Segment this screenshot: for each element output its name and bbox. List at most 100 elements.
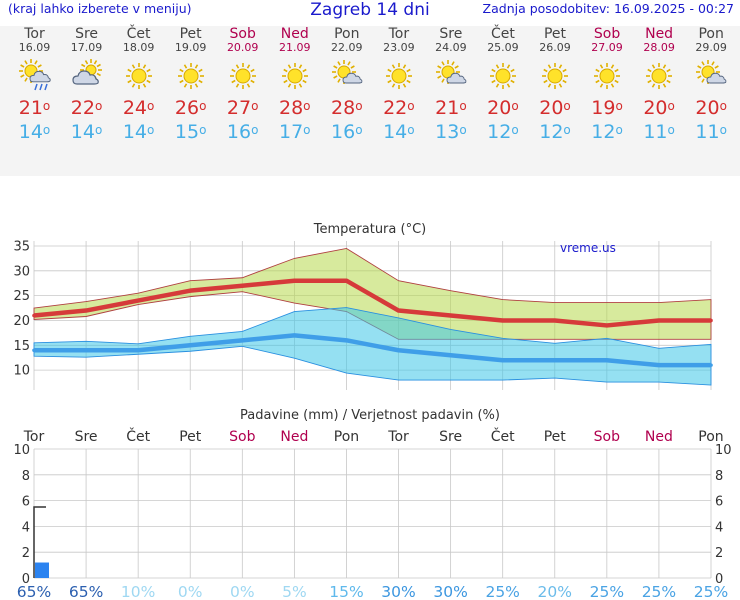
sun-icon	[217, 58, 269, 94]
max-temperature: 21o	[18, 97, 51, 119]
x-tick-label: Pet	[544, 429, 567, 445]
sun-cloud-icon	[425, 58, 477, 94]
day-date: 16.09	[18, 41, 51, 54]
x-tick-label: Sob	[594, 429, 620, 445]
x-tick-label: Tor	[387, 429, 409, 445]
y-tick-label: 6	[22, 495, 30, 510]
min-temperature: 16o	[226, 121, 259, 143]
min-temperature-line-point	[344, 338, 349, 343]
precipitation-probability-label: 0%	[178, 583, 203, 600]
max-temperature-line-point	[396, 308, 401, 313]
min-temperature-line-point	[32, 348, 36, 353]
precipitation-bar	[35, 562, 49, 578]
y-tick-label: 8	[22, 469, 30, 484]
min-temperature-line-point	[709, 363, 713, 367]
day-forecast-11: Sob 27.09 19o 12o	[581, 26, 633, 144]
max-temperature: 24o	[122, 97, 155, 119]
day-forecast-10: Pet 26.09 20o 12o	[529, 26, 581, 144]
day-date: 28.09	[643, 41, 675, 54]
max-temperature-line-point	[32, 313, 36, 318]
day-date: 25.09	[487, 41, 519, 54]
temperature-chart-title: Temperatura (°C)	[313, 222, 426, 237]
min-temperature-line-point	[136, 348, 140, 353]
x-tick-label: Sre	[439, 429, 462, 445]
x-tick-label: Tor	[23, 429, 45, 445]
sun-cloud-icon	[321, 58, 373, 94]
precipitation-probability-label: 20%	[538, 583, 572, 600]
precipitation-probability-label: 25%	[590, 583, 624, 600]
min-temperature-line-point	[188, 343, 193, 348]
day-forecast-6: Pon 22.09 28o 16o	[321, 26, 373, 144]
sun-icon	[633, 58, 685, 94]
x-tick-label: Sob	[229, 429, 255, 445]
max-temperature-line-point	[709, 318, 713, 323]
cloud-sun-icon	[61, 58, 113, 94]
y-tick-label: 15	[13, 339, 30, 354]
max-temperature: 21o	[435, 97, 467, 119]
max-temperature-line-point	[500, 318, 505, 323]
min-temperature: 14o	[18, 121, 51, 143]
sun-icon	[113, 58, 165, 94]
day-name: Čet	[126, 26, 151, 42]
max-temperature-line-point	[240, 283, 245, 288]
day-forecast-1: Sre 17.09 22o 14o	[61, 26, 113, 144]
precipitation-chart-title: Padavine (mm) / Verjetnost padavin (%)	[240, 408, 500, 423]
day-name: Čet	[490, 26, 515, 42]
max-temperature: 20o	[695, 97, 727, 119]
y-tick-label-right: 0	[715, 572, 723, 587]
max-temperature: 27o	[226, 97, 259, 119]
day-date: 21.09	[279, 41, 311, 54]
x-tick-label: Pet	[179, 429, 202, 445]
min-temperature-line	[34, 333, 711, 368]
precipitation-chart: Padavine (mm) / Verjetnost padavin (%) To…	[13, 408, 731, 600]
max-temperature-line-point	[344, 278, 349, 283]
day-forecast-3: Pet 19.09 26o 15o	[165, 26, 217, 144]
y-tick-label: 35	[13, 239, 30, 254]
day-name: Sob	[229, 26, 256, 42]
min-temperature-line-point	[500, 358, 505, 363]
day-name: Pet	[543, 26, 567, 42]
precipitation-probability-label: 25%	[485, 583, 519, 600]
y-tick-label: 4	[22, 520, 30, 535]
y-tick-label: 10	[13, 364, 30, 379]
max-temperature: 20o	[539, 97, 571, 119]
max-temperature-line-point	[292, 278, 297, 283]
day-forecast-13: Pon 29.09 20o 11o	[685, 26, 737, 144]
min-temperature: 12o	[539, 121, 571, 143]
max-temperature: 28o	[331, 97, 363, 119]
min-temperature: 14o	[70, 121, 103, 143]
min-temperature: 15o	[174, 121, 207, 143]
precipitation-probability-label: 65%	[69, 583, 103, 600]
min-temperature-line-point	[552, 358, 557, 363]
forecast-strip: Tor 16.09 21o 14o Sre 17.09 22o 14o Čet 18.09 24…	[0, 26, 740, 176]
max-temperature-line-point	[136, 298, 140, 303]
min-temperature-line-point	[605, 358, 609, 363]
precipitation-probability-label: 25%	[694, 583, 728, 600]
min-temperature-line-point	[657, 363, 661, 367]
day-name: Ned	[645, 26, 674, 42]
precipitation-max-marker	[33, 506, 46, 578]
day-name: Pet	[179, 26, 202, 42]
x-tick-label: Ned	[645, 429, 673, 445]
min-temperature: 11o	[695, 121, 727, 143]
min-temperature-line-point	[240, 338, 245, 343]
day-name: Pon	[698, 26, 724, 42]
day-forecast-9: Čet 25.09 20o 12o	[477, 26, 529, 144]
day-name: Ned	[280, 26, 309, 42]
y-tick-label-right: 2	[715, 546, 723, 561]
max-temperature-line-point	[84, 308, 88, 313]
day-date: 19.09	[174, 41, 207, 54]
max-temperature-line-point	[188, 288, 193, 293]
max-temperature-line-point	[448, 313, 453, 318]
max-temperature: 26o	[174, 97, 207, 119]
y-tick-label: 0	[22, 572, 30, 587]
watermark-label: vreme.us	[560, 241, 616, 255]
precipitation-probability-label: 30%	[433, 583, 467, 600]
x-tick-label: Pon	[698, 429, 723, 445]
max-temperature-line-point	[657, 318, 661, 323]
max-temperature: 19o	[591, 97, 623, 119]
sun-icon	[477, 58, 529, 94]
sun-icon	[373, 58, 425, 94]
day-name: Tor	[24, 26, 45, 42]
min-temperature-line-point	[396, 348, 401, 353]
